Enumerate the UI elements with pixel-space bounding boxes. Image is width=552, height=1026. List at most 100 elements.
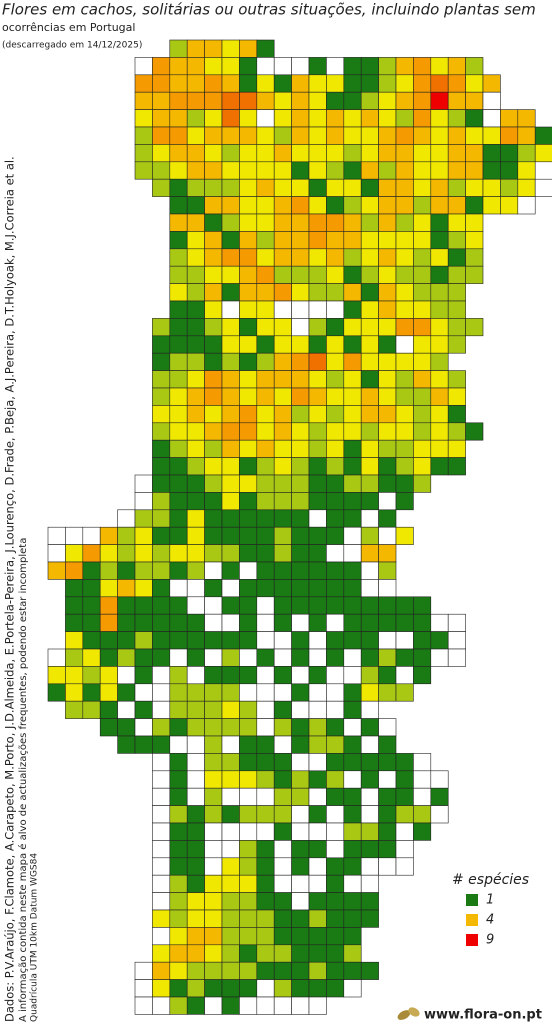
- grid-cell: [65, 561, 84, 580]
- grid-cell: [204, 457, 223, 476]
- grid-cell: [308, 109, 327, 128]
- grid-cell: [395, 74, 414, 93]
- grid-cell: [221, 666, 240, 685]
- grid-cell: [256, 126, 275, 145]
- grid-cell: [186, 961, 205, 980]
- grid-cell: [239, 474, 258, 493]
- grid-cell: [343, 352, 362, 371]
- grid-cell: [291, 91, 310, 110]
- grid-cell: [291, 909, 310, 928]
- grid-cell: [343, 161, 362, 180]
- grid-cell: [395, 370, 414, 389]
- grid-cell: [378, 231, 397, 250]
- grid-cell: [378, 735, 397, 754]
- grid-cell: [221, 631, 240, 650]
- grid-cell: [221, 318, 240, 337]
- grid-cell: [204, 422, 223, 441]
- grid-cell: [204, 335, 223, 354]
- grid-cell: [326, 178, 345, 197]
- grid-cell: [273, 718, 292, 737]
- grid-cell: [360, 178, 379, 197]
- grid-cell: [430, 787, 449, 806]
- grid-cell: [256, 648, 275, 667]
- grid-cell: [186, 805, 205, 824]
- grid-cell: [152, 387, 171, 406]
- grid-cell: [152, 805, 171, 824]
- grid-cell: [360, 318, 379, 337]
- grid-cell: [134, 961, 153, 980]
- grid-cell: [239, 631, 258, 650]
- grid-cell: [395, 526, 414, 545]
- grid-cell: [186, 787, 205, 806]
- grid-cell: [186, 944, 205, 963]
- grid-cell: [152, 700, 171, 719]
- grid-cell: [395, 335, 414, 354]
- grid-cell: [395, 300, 414, 319]
- grid-cell: [239, 283, 258, 302]
- grid-cell: [326, 213, 345, 232]
- grid-cell: [308, 335, 327, 354]
- grid-cell: [395, 805, 414, 824]
- grid-cell: [308, 126, 327, 145]
- grid-cell: [360, 300, 379, 319]
- grid-cell: [430, 74, 449, 93]
- grid-cell: [360, 561, 379, 580]
- grid-cell: [308, 683, 327, 702]
- grid-cell: [343, 735, 362, 754]
- grid-cell: [152, 909, 171, 928]
- grid-cell: [273, 161, 292, 180]
- grid-cell: [152, 544, 171, 563]
- grid-cell: [291, 770, 310, 789]
- grid-cell: [360, 439, 379, 458]
- grid-cell: [239, 683, 258, 702]
- grid-cell: [326, 544, 345, 563]
- grid-cell: [256, 439, 275, 458]
- grid-cell: [256, 579, 275, 598]
- grid-cell: [343, 474, 362, 493]
- grid-cell: [378, 213, 397, 232]
- grid-cell: [500, 109, 519, 128]
- logo[interactable]: www.flora-on.pt: [424, 1008, 542, 1023]
- grid-cell: [413, 631, 432, 650]
- grid-cell: [395, 787, 414, 806]
- grid-cell: [221, 196, 240, 215]
- grid-cell: [360, 213, 379, 232]
- grid-cell: [447, 178, 466, 197]
- grid-cell: [65, 666, 84, 685]
- grid-cell: [117, 735, 136, 754]
- grid-cell: [465, 178, 484, 197]
- grid-cell: [186, 196, 205, 215]
- grid-cell: [239, 370, 258, 389]
- grid-cell: [447, 631, 466, 650]
- grid-cell: [186, 178, 205, 197]
- grid-cell: [169, 300, 188, 319]
- grid-cell: [395, 161, 414, 180]
- grid-cell: [308, 979, 327, 998]
- grid-cell: [204, 700, 223, 719]
- grid-cell: [186, 74, 205, 93]
- grid-cell: [239, 753, 258, 772]
- grid-cell: [378, 718, 397, 737]
- grid-cell: [378, 474, 397, 493]
- grid-cell: [430, 283, 449, 302]
- grid-cell: [186, 631, 205, 650]
- grid-cell: [204, 735, 223, 754]
- grid-cell: [256, 265, 275, 284]
- grid-cell: [482, 91, 501, 110]
- grid-cell: [204, 109, 223, 128]
- grid-cell: [273, 857, 292, 876]
- grid-cell: [204, 370, 223, 389]
- grid-cell: [152, 613, 171, 632]
- grid-cell: [186, 700, 205, 719]
- grid-cell: [169, 335, 188, 354]
- grid-cell: [378, 822, 397, 841]
- grid-cell: [343, 979, 362, 998]
- grid-cell: [517, 178, 536, 197]
- grid-cell: [395, 613, 414, 632]
- grid-cell: [186, 126, 205, 145]
- grid-cell: [221, 544, 240, 563]
- grid-cell: [152, 509, 171, 528]
- grid-cell: [395, 91, 414, 110]
- grid-cell: [273, 231, 292, 250]
- grid-cell: [221, 683, 240, 702]
